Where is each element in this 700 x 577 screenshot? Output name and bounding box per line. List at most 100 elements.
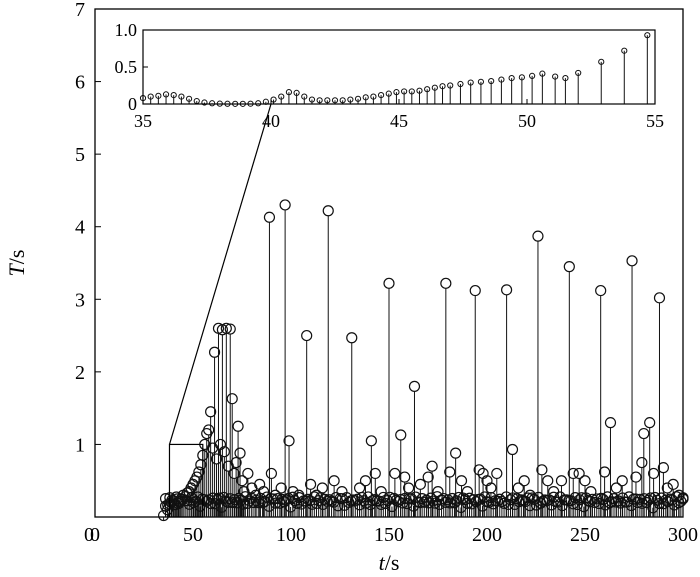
inset-stem-marker [621,47,628,54]
stem-marker [408,380,421,392]
stem-marker [389,467,401,480]
stem-marker [207,492,219,504]
y-tick-label: 6 [75,72,85,94]
inset-stem-marker [255,100,262,107]
inset-stem-marker [324,97,331,104]
stem-marker [282,492,295,505]
inset-stem-marker [185,95,193,102]
stem-marker [159,493,172,505]
inset-stem-marker [278,93,285,100]
stem-marker [518,475,530,487]
y-tick-label: 5 [75,144,85,166]
stem-marker [242,467,254,480]
inset-stem-marker [439,83,446,90]
stem-marker [346,332,358,344]
stem-marker [383,277,395,289]
inset-stem-marker [457,80,464,88]
stem-marker [228,467,240,480]
stem-marker [301,329,313,342]
x-axis-unit: /s [385,550,400,575]
stem-marker [328,475,340,487]
stem-marker [233,492,245,504]
inset-stem-marker [155,92,162,99]
stem-marker [399,471,411,483]
origin-tick-label: 0 [84,524,94,546]
x-tick-label: 0 [90,524,100,546]
stem-marker [403,482,415,494]
x-tick-label: 50 [183,524,203,546]
inset-stem-marker [408,88,415,95]
inset-x-tick-label: 50 [518,111,536,131]
stem-marker [630,471,642,483]
stem-marker [614,497,627,509]
stem-marker [276,493,288,505]
inset-stem-marker [316,97,323,104]
stem-marker [422,471,434,483]
inset-stem-marker [147,93,154,100]
stem-marker [473,464,485,476]
inset-stem-marker [477,78,485,85]
stem-marker [208,346,221,358]
stem-marker [501,284,513,296]
stem-marker [653,497,665,510]
stem-marker [228,494,241,506]
stem-marker [442,494,454,506]
stem-marker [491,467,503,480]
y-tick-label: 3 [75,289,85,311]
stem-marker [205,406,217,418]
inset-stem-marker [377,92,385,99]
stem-marker [542,475,554,487]
stem-marker [248,496,260,509]
inset-stem-marker [424,86,431,93]
inset-stem-marker [431,84,438,91]
stem-marker [232,420,244,432]
stem-marker [661,482,673,494]
stem-marker [369,467,381,480]
stem-marker [395,429,407,441]
stem-marker [336,493,348,505]
stem-marker [606,496,618,508]
stem-marker [584,496,596,508]
inset-y-tick-label: 1.0 [115,20,138,40]
stem-marker [532,230,544,242]
stem-marker [653,292,666,304]
stem-marker [275,482,287,494]
inset-stem-marker [170,92,177,99]
inset-stem-marker [539,70,546,77]
stem-marker [491,495,504,507]
stem-marker [210,453,223,465]
x-axis-title: t/s [379,550,400,575]
stem-marker [604,417,617,429]
stem-marker [390,494,402,506]
stem-marker [440,277,452,289]
inset-stem-marker [529,72,536,79]
stem-marker [193,466,205,478]
zoom-box [168,443,204,518]
inset-stem-marker [447,82,454,89]
stem-marker [638,427,650,440]
stem-marker [230,456,242,469]
stem-marker [468,494,480,506]
stem-marker [203,424,215,436]
inset-stem-marker [401,88,408,95]
stem-marker [644,417,656,429]
y-tick-label: 1 [75,434,85,456]
stem-marker [316,482,328,494]
stem-marker [598,466,611,478]
stem-marker [279,199,291,211]
inset-stem-marker [178,93,185,100]
stem-marker [507,492,519,504]
inset-stem-marker [644,32,651,39]
stem-marker [563,261,575,273]
stem-marker [677,492,689,504]
inset-stem-marker [331,97,339,104]
inset-x-tick-label: 55 [646,111,664,131]
inset-stem-marker [301,93,308,100]
stem-marker [455,475,468,487]
stem-marker [322,205,334,217]
stem-marker [461,497,473,509]
stem-marker [498,497,510,509]
stem-marker [306,498,318,510]
inset-stem-marker [575,69,582,77]
